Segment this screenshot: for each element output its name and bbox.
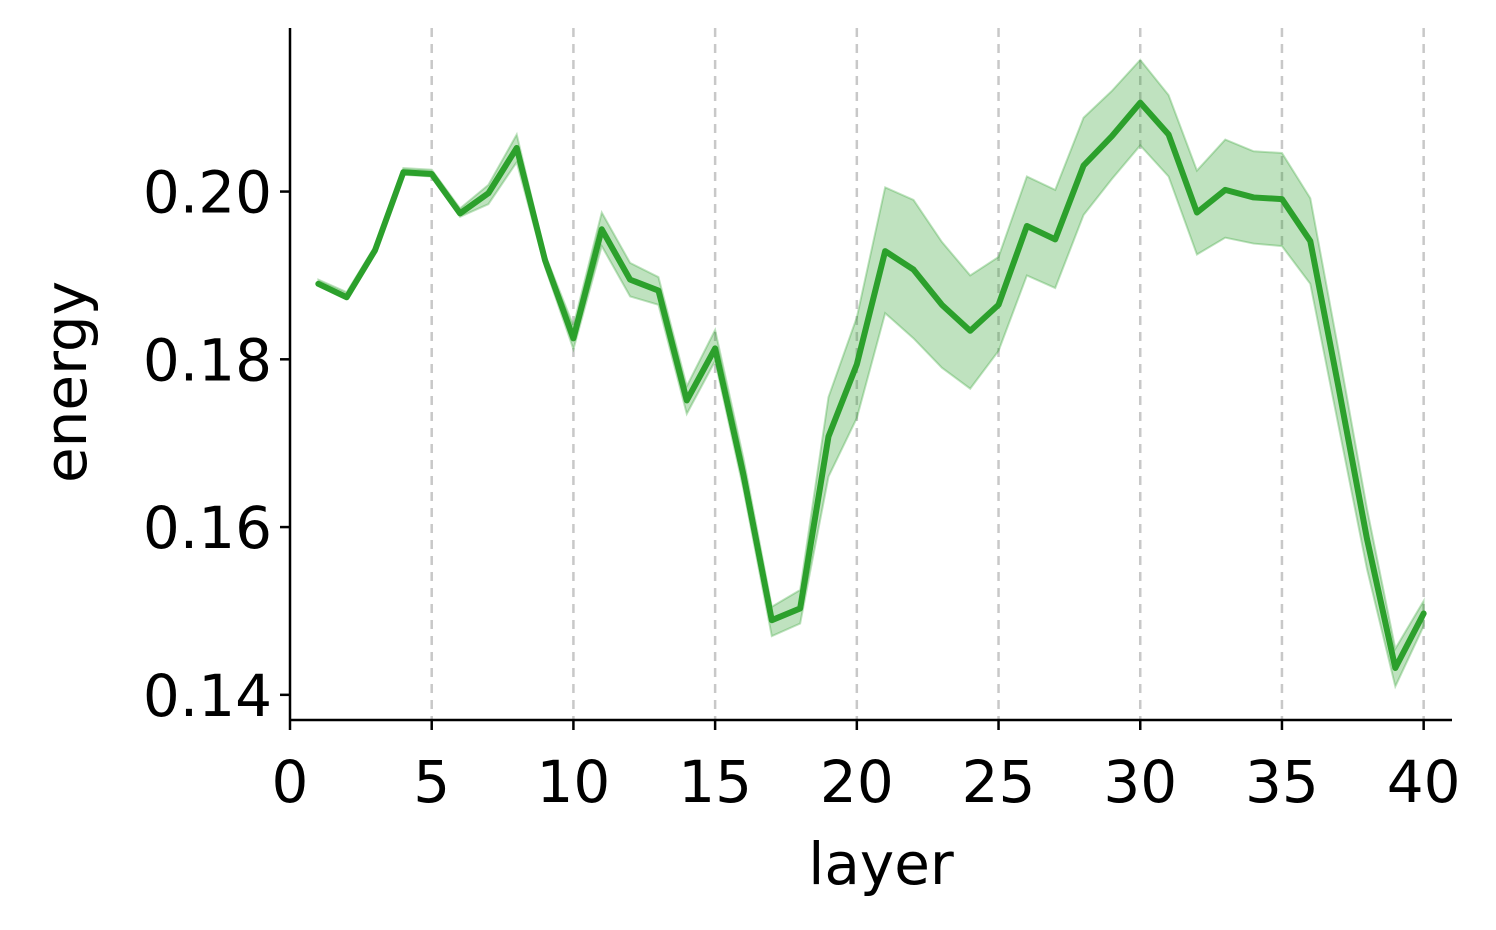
x-tick-label: 5 (413, 748, 450, 816)
series-line-layer (315, 99, 1427, 671)
y-tick-label: 0.14 (143, 662, 272, 730)
y-tick-label: 0.16 (143, 494, 272, 562)
x-tick-label: 15 (678, 748, 752, 816)
y-tick-label: 0.18 (143, 326, 272, 394)
x-tick-label: 40 (1387, 748, 1461, 816)
x-ticks: 0 5 10 15 20 25 30 35 40 (272, 720, 1461, 816)
y-axis-label: energy (32, 281, 100, 483)
x-tick-label: 20 (820, 748, 894, 816)
x-tick-label: 30 (1103, 748, 1177, 816)
series-line (315, 99, 1427, 671)
x-axis-label: layer (808, 830, 954, 898)
y-ticks: 0.14 0.16 0.18 0.20 (143, 159, 290, 730)
confidence-band (317, 58, 1425, 690)
axes (288, 28, 1452, 722)
y-tick-label: 0.20 (143, 159, 272, 227)
x-tick-label: 25 (962, 748, 1036, 816)
confidence-band-layer (317, 58, 1425, 690)
gridlines (430, 28, 1425, 720)
x-tick-label: 35 (1245, 748, 1319, 816)
x-tick-label: 10 (537, 748, 611, 816)
x-tick-label: 0 (272, 748, 309, 816)
